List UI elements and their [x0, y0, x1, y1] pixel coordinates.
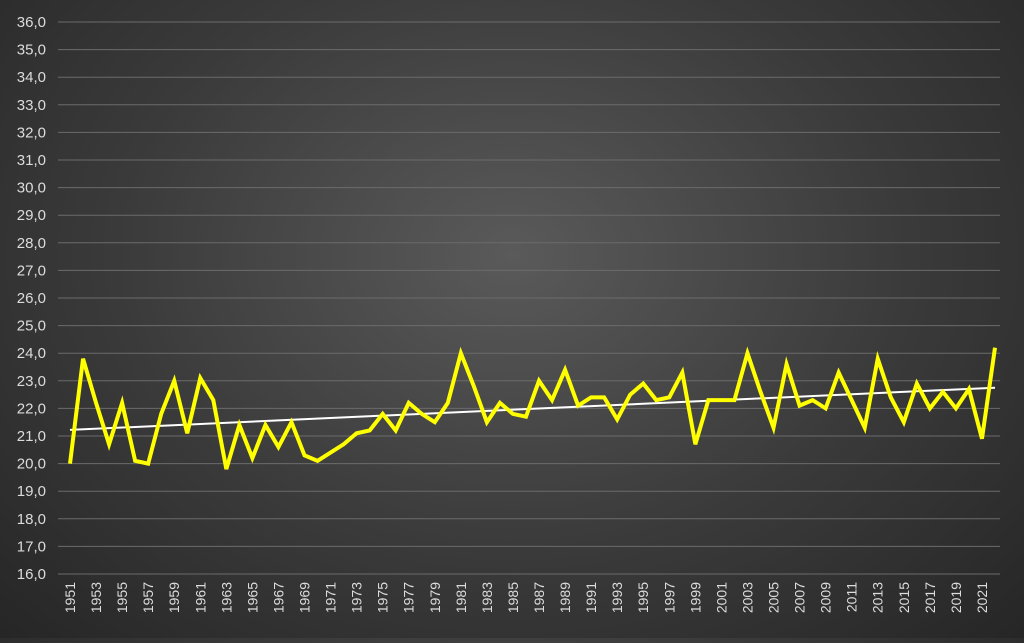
y-axis-tick-labels: 16,0 17,0 18,0 19,0 20,0 21,0 22,0 23,0 24,0 25,0… — [17, 14, 46, 583]
y-tick-label: 34,0 — [17, 69, 46, 86]
y-tick-label: 25,0 — [17, 318, 46, 335]
y-tick-label: 32,0 — [17, 124, 46, 141]
y-tick-label: 18,0 — [17, 511, 46, 528]
x-tick-label: 2001 — [713, 582, 729, 613]
x-tick-label: 1973 — [349, 582, 365, 613]
x-tick-label: 2009 — [818, 582, 834, 613]
y-tick-label: 26,0 — [17, 290, 46, 307]
y-tick-label: 29,0 — [17, 207, 46, 224]
x-tick-label: 2007 — [792, 582, 808, 613]
x-tick-label: 2015 — [896, 582, 912, 613]
x-tick-label: 2021 — [974, 582, 990, 613]
x-axis-tick-labels: 1951 1953 1955 1957 1959 1961 1963 1965 1967 1969… — [62, 582, 990, 613]
x-tick-label: 1989 — [557, 582, 573, 613]
x-tick-label: 1975 — [375, 582, 391, 613]
x-tick-label: 1993 — [609, 582, 625, 613]
x-tick-label: 1983 — [479, 582, 495, 613]
y-tick-label: 31,0 — [17, 152, 46, 169]
x-tick-label: 2011 — [844, 582, 860, 612]
y-tick-label: 22,0 — [17, 400, 46, 417]
y-tick-label: 24,0 — [17, 345, 46, 362]
x-tick-label: 1977 — [401, 582, 417, 613]
x-tick-label: 2003 — [739, 582, 755, 613]
x-tick-label: 2005 — [766, 582, 782, 613]
x-tick-label: 1979 — [427, 582, 443, 613]
x-tick-label: 1951 — [62, 582, 78, 613]
x-tick-label: 1953 — [88, 582, 104, 613]
x-tick-label: 1957 — [140, 582, 156, 613]
y-tick-label: 20,0 — [17, 456, 46, 473]
x-tick-label: 2019 — [948, 582, 964, 613]
y-tick-label: 21,0 — [17, 428, 46, 445]
x-tick-label: 1987 — [531, 582, 547, 613]
y-tick-label: 16,0 — [17, 566, 46, 583]
x-tick-label: 1999 — [687, 582, 703, 613]
y-tick-label: 30,0 — [17, 180, 46, 197]
x-tick-label: 2017 — [922, 582, 938, 613]
y-tick-label: 35,0 — [17, 42, 46, 59]
y-tick-label: 19,0 — [17, 483, 46, 500]
x-tick-label: 2013 — [870, 582, 886, 613]
y-tick-label: 36,0 — [17, 14, 46, 31]
x-tick-label: 1965 — [244, 582, 260, 613]
x-tick-label: 1991 — [583, 582, 599, 613]
x-tick-label: 1981 — [453, 582, 469, 613]
x-tick-label: 1995 — [635, 582, 651, 613]
x-tick-label: 1955 — [114, 582, 130, 613]
x-tick-label: 1997 — [661, 582, 677, 613]
y-tick-label: 23,0 — [17, 373, 46, 390]
x-tick-label: 1963 — [218, 582, 234, 613]
x-tick-label: 1967 — [270, 582, 286, 613]
y-tick-label: 17,0 — [17, 538, 46, 555]
x-tick-label: 1969 — [297, 582, 313, 613]
x-tick-label: 1971 — [323, 582, 339, 613]
x-tick-label: 1961 — [192, 582, 208, 613]
gridlines — [58, 22, 1000, 574]
x-tick-label: 1959 — [166, 582, 182, 613]
y-tick-label: 27,0 — [17, 262, 46, 279]
y-tick-label: 28,0 — [17, 235, 46, 252]
x-tick-label: 1985 — [505, 582, 521, 613]
y-tick-label: 33,0 — [17, 97, 46, 114]
